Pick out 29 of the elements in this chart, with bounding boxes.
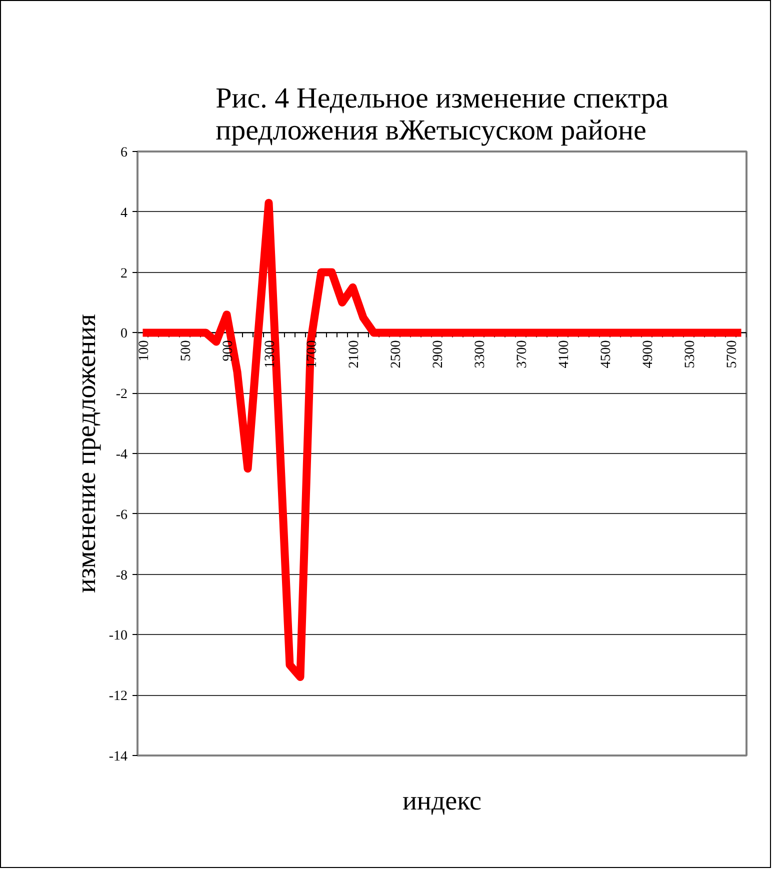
chart-title: Рис. 4 Недельное изменение спектра предложения вЖетысуском районе bbox=[216, 82, 668, 146]
y-tick-label: -4 bbox=[116, 448, 128, 462]
x-tick-label: 4500 bbox=[598, 340, 614, 368]
x-tick-label: 5700 bbox=[724, 340, 740, 368]
x-tick-label: 100 bbox=[136, 340, 152, 362]
y-tick-label: 6 bbox=[120, 146, 128, 160]
y-axis-title: изменение предложения bbox=[70, 314, 101, 594]
x-tick-label: 2500 bbox=[388, 340, 404, 368]
x-tick-label: 2100 bbox=[346, 340, 362, 368]
x-tick-label: 1300 bbox=[262, 340, 278, 368]
x-tick-label: 2900 bbox=[430, 340, 446, 368]
x-tick-label: 3700 bbox=[514, 340, 530, 368]
x-tick-label: 3300 bbox=[472, 340, 488, 368]
y-tick-label: -12 bbox=[108, 689, 128, 704]
x-tick-label: 900 bbox=[220, 340, 236, 362]
x-axis-title: индекс bbox=[402, 786, 482, 816]
y-tick-label: -14 bbox=[108, 750, 128, 764]
x-tick-label: 5300 bbox=[682, 340, 698, 368]
x-tick-label: 4100 bbox=[556, 340, 572, 368]
y-tick-label: 0 bbox=[120, 326, 128, 342]
y-tick-label: -2 bbox=[116, 387, 128, 402]
y-tick-label: 4 bbox=[120, 206, 128, 221]
y-tick-label: -8 bbox=[116, 568, 128, 584]
x-tick-label: 1700 bbox=[304, 340, 320, 368]
x-tick-label: 4900 bbox=[640, 340, 656, 368]
y-tick-label: 2 bbox=[120, 266, 128, 282]
y-tick-label: -6 bbox=[116, 508, 128, 523]
y-tick-label: -10 bbox=[108, 628, 128, 644]
x-tick-label: 500 bbox=[178, 340, 194, 362]
